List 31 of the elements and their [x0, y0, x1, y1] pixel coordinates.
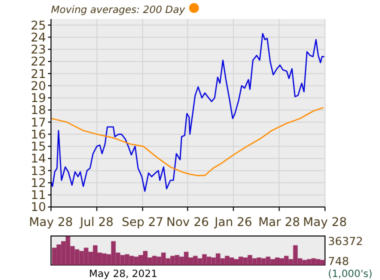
y-tick-label: 18: [30, 103, 46, 118]
y-tick-label: 10: [30, 200, 46, 214]
line-series: [50, 32, 325, 192]
y-tick-label: 12: [30, 176, 46, 190]
y-tick-label: 14: [30, 152, 46, 166]
y-tick-label: 748: [328, 255, 349, 268]
y-tick-label: 13: [30, 164, 46, 178]
line-series: [50, 106, 324, 176]
x-tick-label: Sep 27: [122, 215, 164, 229]
y-tick-label: 17: [30, 115, 46, 130]
y-tick-label: 19: [30, 91, 46, 106]
legend-title: Moving averages:: [51, 5, 140, 16]
x-tick-label: May 28: [303, 215, 347, 229]
y-tick-label: 11: [30, 188, 46, 202]
y-tick-label: 20: [30, 78, 46, 93]
y-axis-title: (1,000's): [328, 269, 372, 280]
y-tick-label: 36372: [328, 234, 363, 248]
text: May 28, 2021: [89, 269, 158, 280]
x-tick-label: May 28: [29, 215, 73, 229]
x-tick-label: Jan 26: [214, 215, 252, 229]
y-tick-label: 15: [30, 140, 46, 154]
y-tick-label: 21: [30, 66, 46, 81]
legend-label: 200 Day: [143, 5, 186, 16]
x-tick-label: Jul 28: [79, 215, 114, 229]
x-tick-label: Mar 28: [258, 215, 300, 229]
x-tick-label: Nov 26: [166, 215, 209, 229]
y-tick-label: 22: [30, 54, 46, 69]
y-tick-label: 25: [30, 18, 46, 32]
y-tick-label: 23: [30, 42, 46, 57]
y-tick-label: 16: [30, 127, 46, 142]
y-tick-label: 24: [30, 30, 46, 44]
